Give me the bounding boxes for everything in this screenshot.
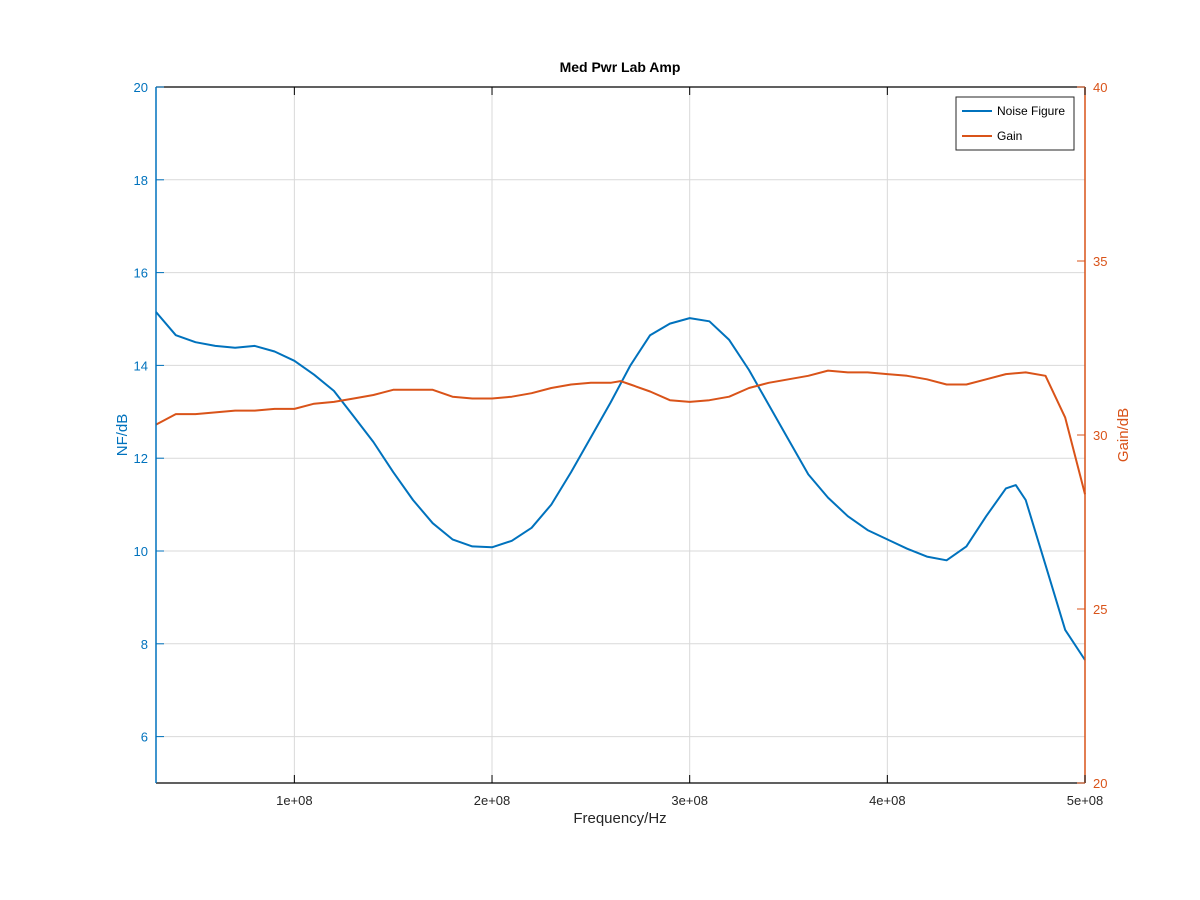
- y-left-tick-label-4: 14: [134, 358, 148, 373]
- legend-label-gain: Gain: [997, 129, 1022, 143]
- y-left-tick-label-7: 20: [134, 80, 148, 95]
- y-axis-right-label: Gain/dB: [1115, 408, 1132, 462]
- x-tick-label-1: 2e+08: [474, 793, 511, 808]
- y-right-tick-label-0: 20: [1093, 776, 1107, 791]
- y-right-tick-label-3: 35: [1093, 254, 1107, 269]
- y-left-tick-label-6: 18: [134, 173, 148, 188]
- y-left-tick-label-5: 16: [134, 266, 148, 281]
- grid: [156, 86, 1086, 783]
- legend-box: [955, 96, 1075, 151]
- plot-lines: [155, 311, 1086, 661]
- series-line-noise-figure: [155, 311, 1086, 661]
- x-tick-label-0: 1e+08: [276, 793, 313, 808]
- y-left-tick-label-3: 12: [134, 451, 148, 466]
- y-left-tick-label-2: 10: [134, 544, 148, 559]
- y-left-tick-label-1: 8: [141, 637, 148, 652]
- y-right-tick-label-2: 30: [1093, 428, 1107, 443]
- x-tick-label-4: 5e+08: [1067, 793, 1104, 808]
- x-tick-label-3: 4e+08: [869, 793, 906, 808]
- y-right-tick-label-4: 40: [1093, 80, 1107, 95]
- axes: [155, 86, 1086, 784]
- series-line-gain: [155, 369, 1086, 495]
- y-right-tick-label-1: 25: [1093, 602, 1107, 617]
- legend-label-noise-figure: Noise Figure: [997, 104, 1065, 118]
- x-tick-label-2: 3e+08: [671, 793, 708, 808]
- tick-labels: 1e+08 2e+08 3e+08 4e+08 5e+08 6 8 10 12 14 16 18 20 2…: [134, 80, 1108, 808]
- chart-title: Med Pwr Lab Amp: [560, 59, 681, 75]
- y-axis-left-label: NF/dB: [114, 414, 131, 457]
- y-left-tick-label-0: 6: [141, 730, 148, 745]
- x-axis-label: Frequency/Hz: [573, 810, 666, 827]
- legend: Noise Figure Gain: [955, 96, 1075, 151]
